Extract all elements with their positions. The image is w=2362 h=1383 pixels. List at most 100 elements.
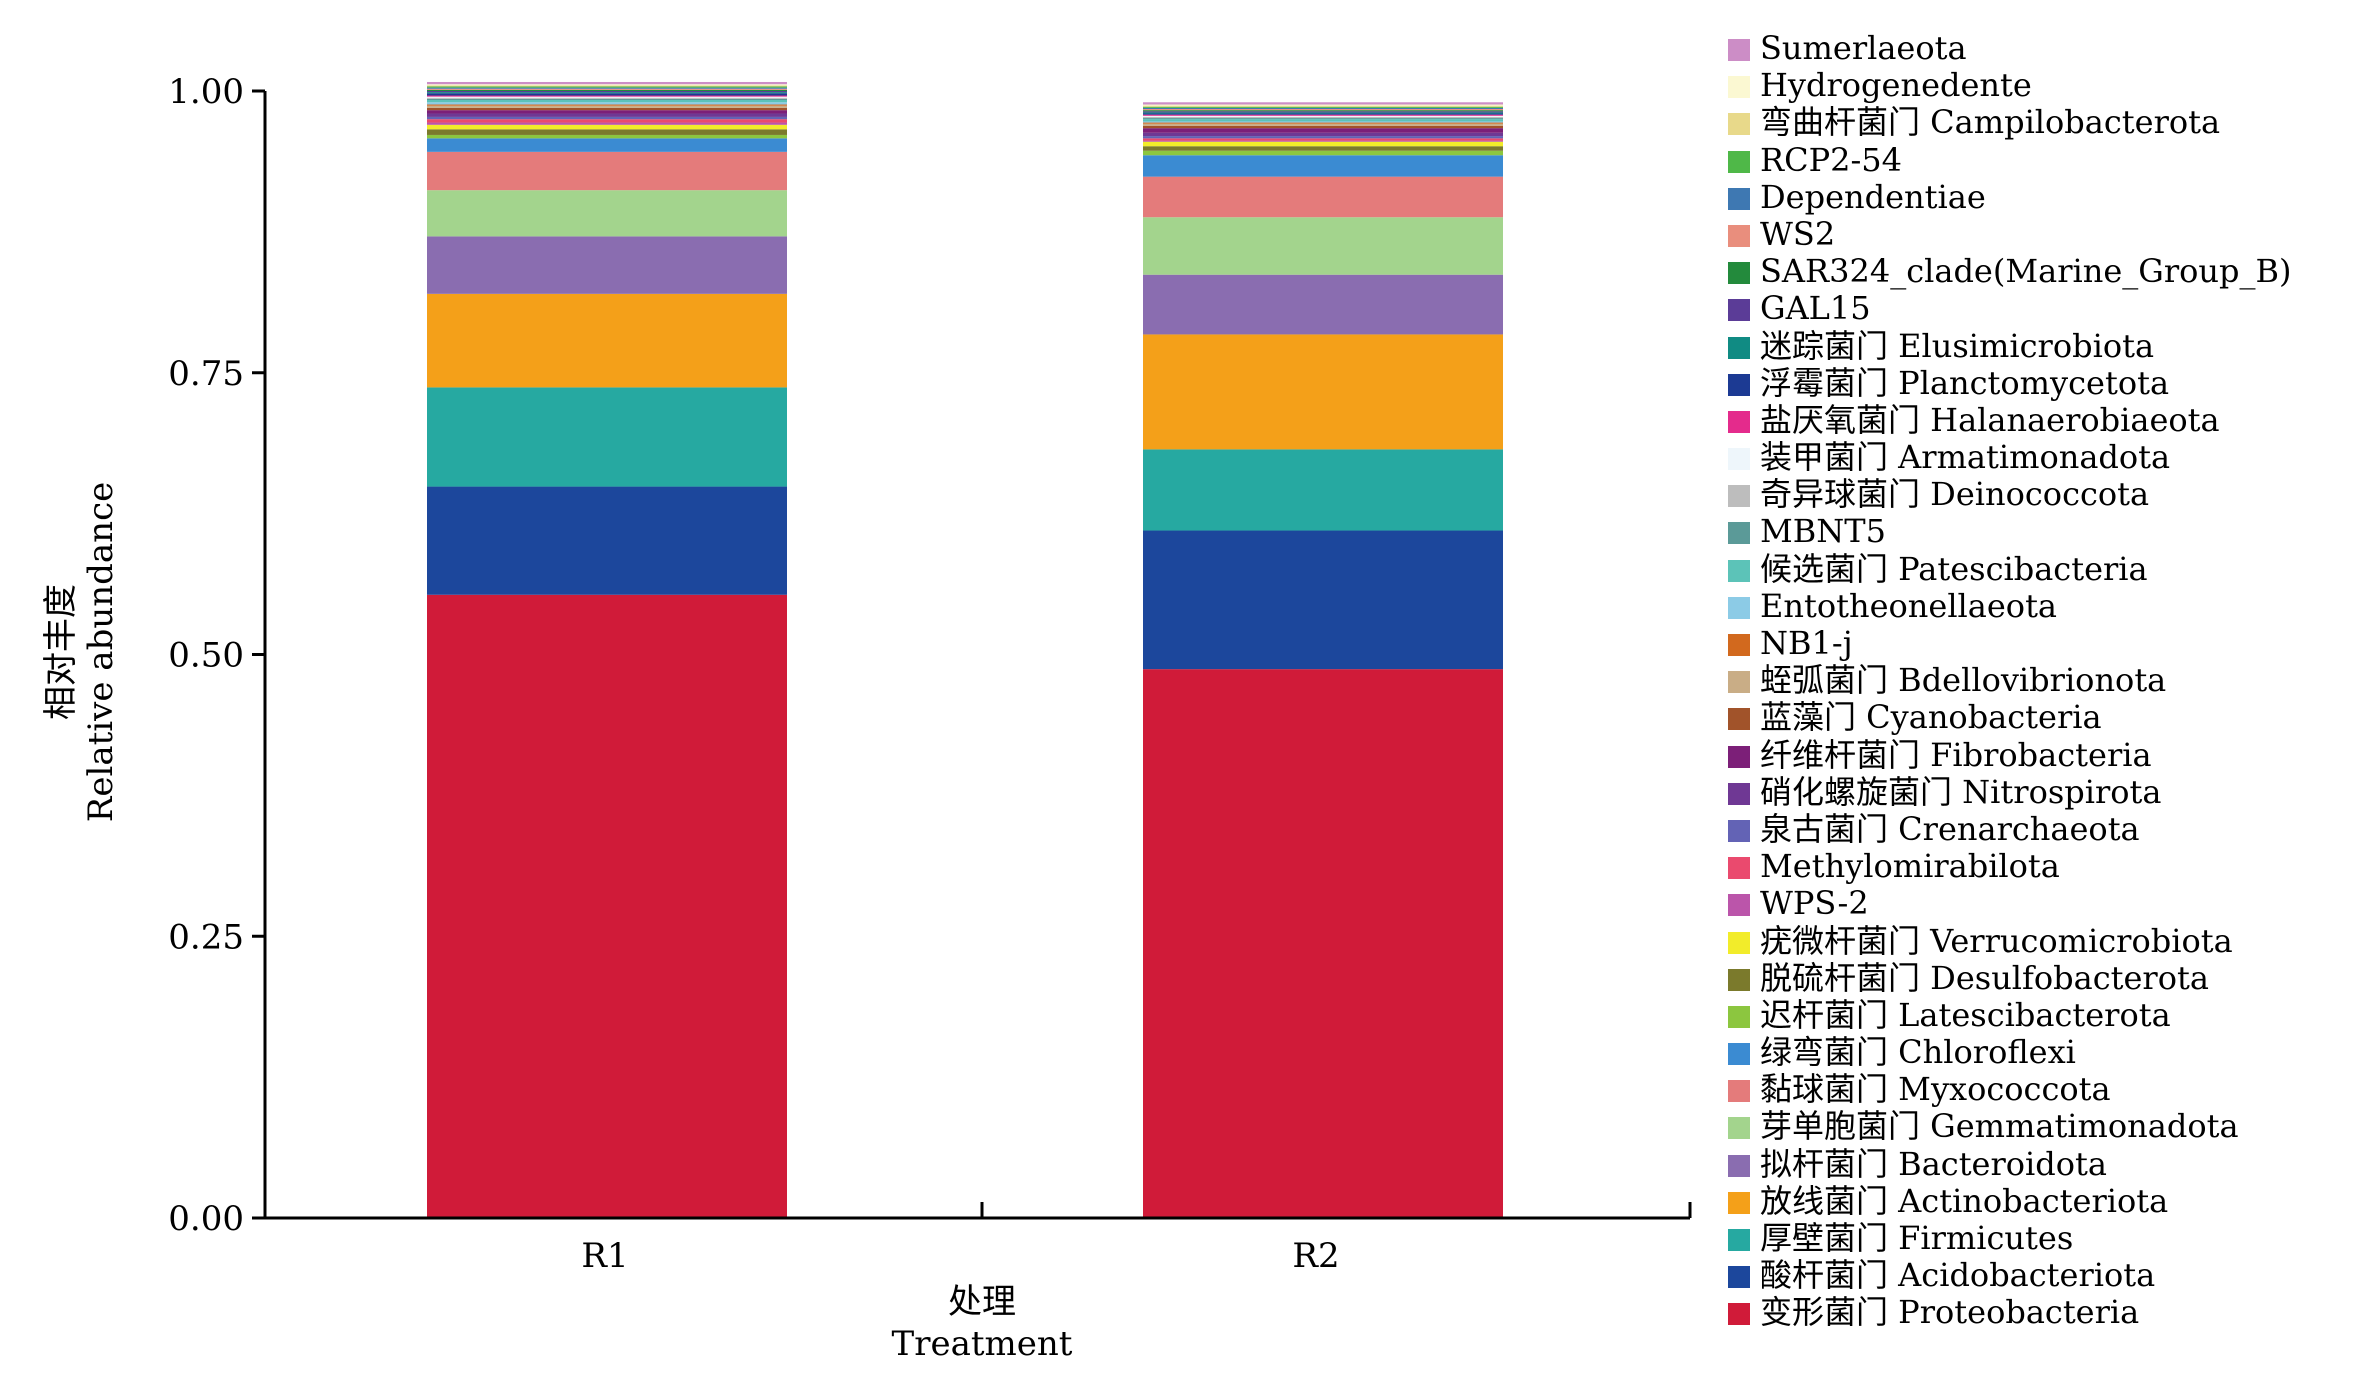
legend-item: 弯曲杆菌门 Campilobacterota [1728,104,2348,141]
y-tick-label: 1.00 [168,72,244,112]
legend-swatch [1728,968,1750,991]
legend-swatch [1728,1043,1750,1066]
legend-label: 蓝藻门 Cyanobacteria [1760,698,2102,737]
legend-label: 黏球菌门 Myxococcota [1760,1070,2111,1109]
legend-item: 蓝藻门 Cyanobacteria [1728,699,2348,736]
bar-segment [427,190,787,237]
bar-segment [427,102,787,105]
legend-label: 奇异球菌门 Deinococcota [1760,475,2150,514]
y-tick-label: 0.00 [168,1199,244,1239]
bar-segment [1143,122,1503,124]
legend-label: 迟杆菌门 Latescibacterota [1760,995,2171,1034]
legend-label: SAR324_clade(Marine_Group_B) [1760,252,2292,291]
legend-swatch [1728,634,1750,656]
legend-swatch [1728,1229,1750,1251]
legend-label: MBNT5 [1760,512,1886,551]
bar-segment [1143,176,1503,218]
bar-segment [427,98,787,101]
legend-swatch [1728,559,1750,582]
bar-segment [427,122,787,125]
bar-segment [427,100,787,103]
bar-segment [427,97,787,99]
legend-swatch [1728,76,1750,99]
bar-segment [1143,136,1503,139]
bar-segment [1143,110,1503,112]
bar-segment [427,116,787,120]
legend-swatch [1728,894,1750,917]
legend-item: 迟杆菌门 Latescibacterota [1728,995,2348,1034]
legend-label: NB1-j [1760,624,1853,662]
legend-swatch [1728,113,1750,136]
legend-label: 绿弯菌门 Chloroflexi [1760,1033,2076,1072]
bar-segment [1143,109,1503,111]
legend-label: 盐厌氧菌门 Halanaerobiaeota [1760,400,2220,439]
y-ticks: 0.00 0.25 0.50 0.75 1.00 [168,72,265,1239]
legend-swatch [1728,485,1750,508]
bar-segment [1143,119,1503,122]
legend-swatch [1728,1005,1750,1028]
bar-segment [1143,274,1503,335]
x-tick-label: R1 [581,1236,628,1276]
bar-segment [427,151,787,191]
legend-item: Dependentiae [1728,178,2348,216]
legend-label: 纤维杆菌门 Fibrobacteria [1760,735,2152,774]
y-axis-label-cn: 相对丰度 [41,584,81,720]
bar-segment [1143,334,1503,450]
bar-segment [427,236,787,294]
bar-segment [1143,125,1503,129]
legend-swatch [1728,187,1750,210]
bar-segment [427,138,787,152]
legend-label: 浮霉菌门 Planctomycetota [1760,363,2170,402]
legend-swatch [1728,262,1750,285]
bar-segment [1143,128,1503,133]
legend-swatch [1728,745,1750,768]
bar-segment [427,84,787,86]
bar-segment [427,129,787,135]
legend-item: 装甲菌门 Armatimonadota [1728,438,2348,477]
legend-label: 放线菌门 Actinobacteriota [1760,1181,2169,1220]
legend-label: 迷踪菌门 Elusimicrobiota [1760,326,2155,365]
legend-item: 黏球菌门 Myxococcota [1728,1071,2348,1108]
legend-item: Methylomirabilota [1728,847,2348,886]
bar-segment [427,107,787,111]
legend: Sumerlaeota Hydrogenedente 弯曲杆菌门 Campiloba… [1728,29,2348,1332]
legend-label: 硝化螺旋菌门 Nitrospirota [1760,772,2162,811]
legend-swatch [1728,410,1750,433]
bar-segment [427,93,787,96]
bar-segment [427,92,787,94]
bar-segment [1143,115,1503,117]
bar-segment [1143,118,1503,120]
legend-swatch [1728,819,1750,842]
legend-swatch [1728,522,1750,545]
legend-item: 绿弯菌门 Chloroflexi [1728,1033,2348,1072]
bar-segment [427,110,787,114]
bar-stack-R2 [1143,102,1503,1218]
bar-segment [427,119,787,123]
legend-label: 候选菌门 Patescibacteria [1760,549,2148,588]
legend-label: WPS-2 [1760,884,1869,923]
legend-item: 疣微杆菌门 Verrucomicrobiota [1728,922,2348,960]
bar-segment [1143,107,1503,110]
y-tick-label: 0.75 [168,354,244,394]
legend-swatch [1728,1266,1750,1289]
bar-segment [1143,140,1503,142]
legend-label: Sumerlaeota [1760,29,1967,67]
bar-segment [1143,114,1503,116]
bar-segment [1143,146,1503,151]
bar-segment [427,486,787,595]
legend-swatch [1728,448,1750,471]
legend-label: Methylomirabilota [1760,847,2060,886]
bar-segment [1143,449,1503,531]
legend-label: Hydrogenedente [1760,66,2032,105]
bar-segment [1143,111,1503,113]
legend-label: 装甲菌门 Armatimonadota [1760,438,2171,477]
legend-item: WPS-2 [1728,885,2348,922]
legend-swatch [1728,224,1750,247]
bar-segment [1143,121,1503,123]
legend-item: Entotheonellaeota [1728,587,2348,625]
bar-segment [1143,132,1503,137]
legend-item: 硝化螺旋菌门 Nitrospirota [1728,772,2348,811]
legend-item: Sumerlaeota [1728,29,2348,67]
legend-item: WS2 [1728,215,2348,253]
